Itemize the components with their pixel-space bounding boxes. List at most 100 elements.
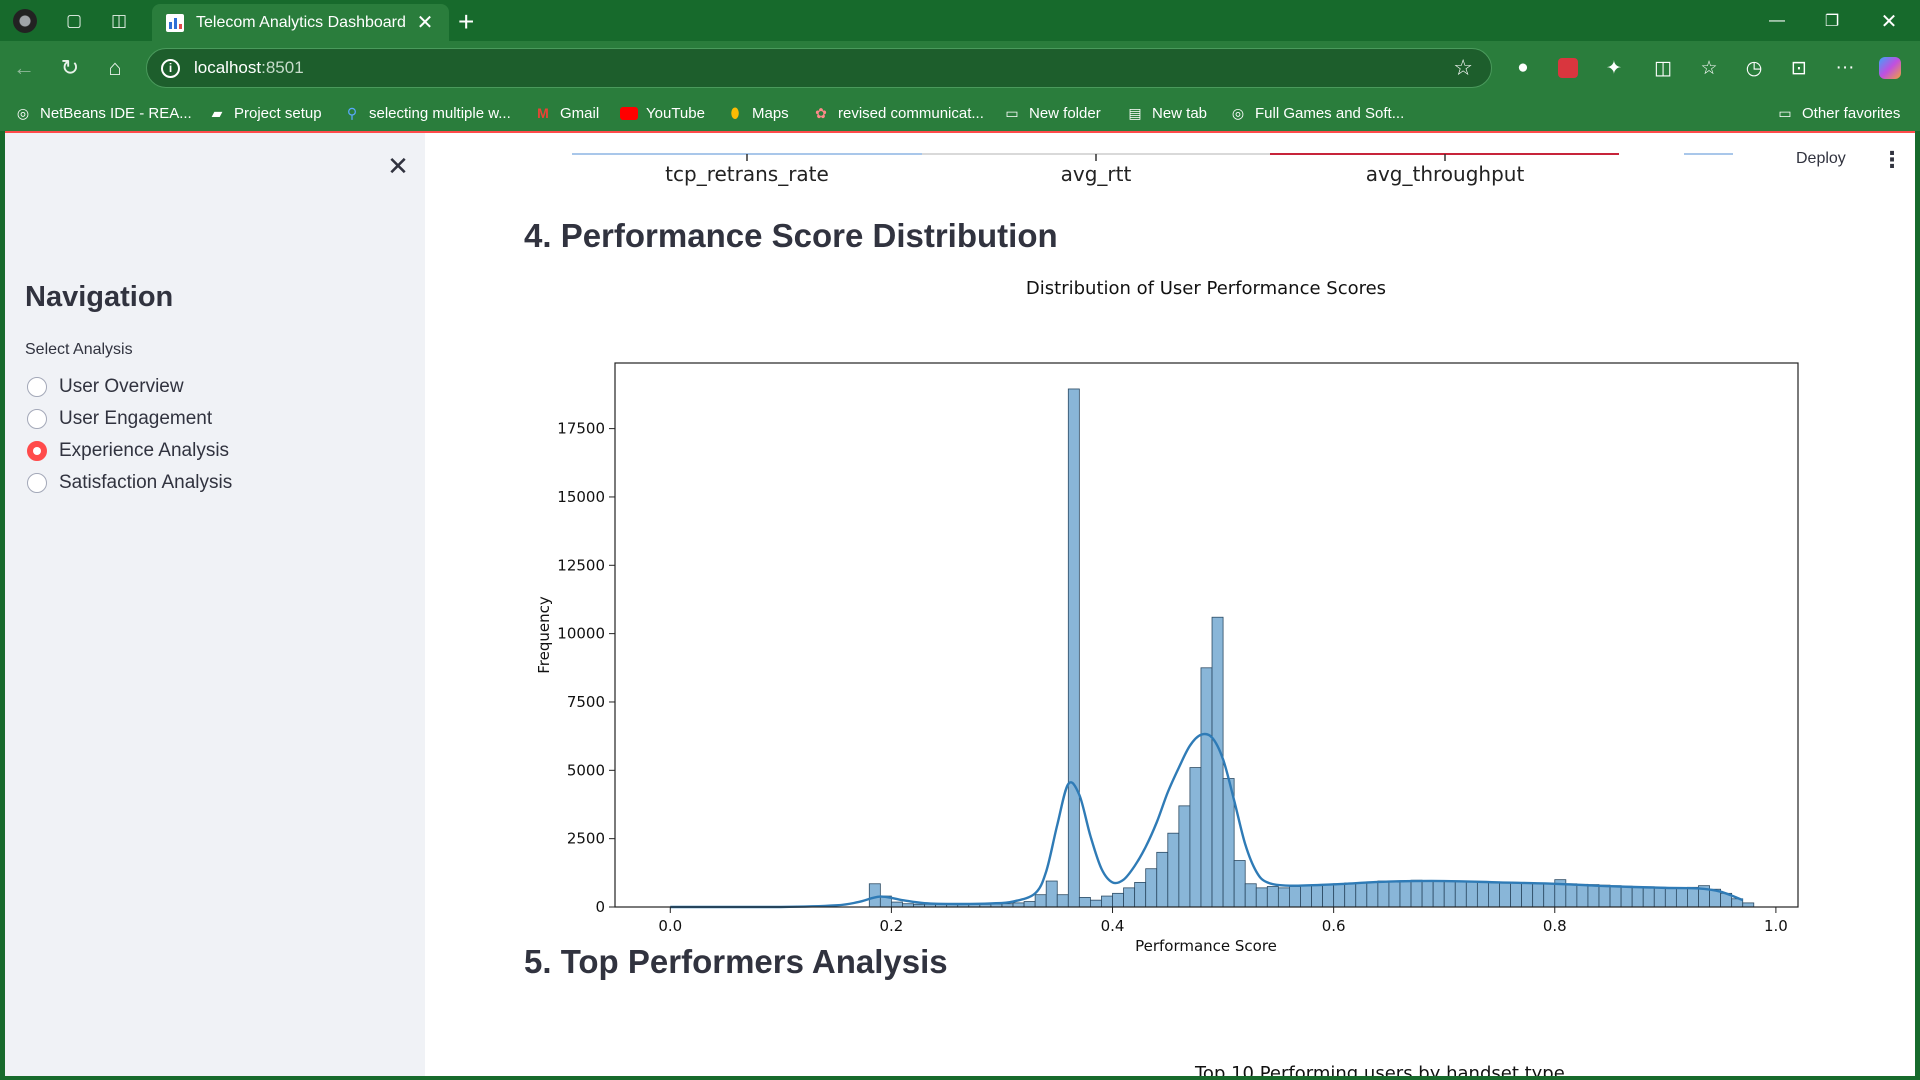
histogram-bar (1277, 887, 1290, 908)
histogram-bar (1388, 881, 1401, 908)
favorite-star-icon[interactable]: ☆ (1453, 55, 1473, 80)
radio-circle-selected[interactable] (27, 441, 47, 461)
bookmark-label: selecting multiple w... (369, 104, 511, 122)
home-icon[interactable]: ⌂ (108, 55, 122, 80)
bookmark-new-tab[interactable]: ▤ New tab (1126, 101, 1207, 125)
bookmark-netbeans[interactable]: ◎ NetBeans IDE - REA... (14, 101, 192, 125)
workspaces-icon[interactable]: ▢ (65, 11, 83, 30)
next-chart-title: Top 10 Performing users by handset type (1194, 1063, 1565, 1076)
prev-label-tcp-retrans-rate: tcp_retrans_rate (665, 162, 829, 186)
refresh-icon[interactable]: ↻ (60, 55, 80, 80)
y-axis-label: Frequency (535, 596, 553, 674)
content-canvas: tcp_retrans_rate avg_rtt avg_throughput … (524, 153, 1799, 1076)
bookmark-revised-communication[interactable]: ✿ revised communicat... (812, 101, 984, 125)
x-tick-label: 0.0 (658, 917, 682, 935)
y-axis-ticks: 0 2500 5000 7500 10000 12500 15000 17500 (557, 420, 615, 916)
histogram-bar (1289, 886, 1301, 908)
copilot-icon[interactable] (1876, 54, 1904, 82)
restore-icon[interactable]: ❐ (1824, 13, 1840, 30)
previous-chart-remnant: tcp_retrans_rate avg_rtt avg_throughput (572, 153, 1733, 186)
bookmark-project-setup[interactable]: ▰ Project setup (208, 101, 322, 125)
red-extension-icon[interactable] (1554, 54, 1582, 82)
window-bottom-edge (0, 1076, 1920, 1080)
newtab-icon: ▤ (1128, 104, 1142, 121)
favorites-icon[interactable]: ☆ (1700, 57, 1718, 79)
x-axis-ticks: 0.0 0.2 0.4 0.6 0.8 1.0 (658, 907, 1788, 935)
radio-circle[interactable] (27, 377, 47, 397)
address-bar[interactable]: i localhost:8501 ☆ (146, 48, 1492, 88)
close-window-icon[interactable]: ✕ (1880, 10, 1898, 33)
deploy-button[interactable]: Deploy (1796, 150, 1846, 167)
histogram-bar (1443, 880, 1456, 908)
histogram-bar (1090, 899, 1102, 908)
y-tick-label: 5000 (567, 761, 605, 779)
x-tick-label: 0.2 (879, 917, 903, 935)
y-tick-label: 17500 (557, 420, 605, 438)
screenshot-icon[interactable]: ⊡ (1791, 57, 1807, 79)
maps-icon: ⬮ (730, 104, 740, 121)
bookmark-full-games[interactable]: ◎ Full Games and Soft... (1229, 101, 1404, 125)
close-tab-icon[interactable]: ✕ (416, 12, 434, 34)
radio-user-overview[interactable]: User Overview (27, 374, 184, 400)
extensions-icon[interactable]: ✦ (1606, 57, 1622, 79)
minimize-icon[interactable]: — (1769, 12, 1785, 29)
histogram-bar (868, 883, 881, 908)
vertical-tabs-icon[interactable]: ◫ (110, 11, 128, 30)
histogram-bar (1609, 885, 1622, 908)
radio-circle[interactable] (27, 473, 47, 493)
gmail-icon: M (537, 105, 549, 121)
sidebar: ✕ Navigation Select Analysis User Overvi… (5, 133, 425, 1076)
bookmark-other-favorites[interactable]: ▭ Other favorites (1776, 101, 1900, 125)
histogram-bar (1598, 884, 1611, 908)
histogram-bar (1012, 902, 1025, 908)
histogram-bar (1366, 881, 1379, 908)
histogram-bar (1653, 886, 1666, 908)
bookmark-youtube[interactable]: YouTube (620, 101, 705, 125)
back-icon[interactable]: ← (13, 55, 35, 80)
radio-label: Satisfaction Analysis (59, 472, 233, 493)
histogram-bar (1631, 886, 1644, 908)
histogram-bar (1510, 882, 1522, 908)
site-info-icon[interactable]: i (161, 58, 180, 78)
histogram-bar (1687, 886, 1699, 908)
histogram-bar (1145, 868, 1158, 908)
folder-icon: ▭ (1778, 104, 1792, 121)
dots-icon: ✿ (815, 104, 827, 121)
histogram-bar (1532, 882, 1545, 908)
url-host: localhost (194, 58, 262, 77)
main-menu-icon[interactable]: ⋮ (1881, 147, 1903, 172)
bookmark-new-folder[interactable]: ▭ New folder (1003, 101, 1100, 125)
histogram-bar (1211, 616, 1224, 908)
bookmark-gmail[interactable]: M Gmail (534, 101, 599, 125)
app-viewport: ✕ Navigation Select Analysis User Overvi… (5, 131, 1915, 1076)
radio-circle[interactable] (27, 409, 47, 429)
x-tick-label: 1.0 (1764, 917, 1788, 935)
histogram-bar (1742, 902, 1755, 908)
close-sidebar-icon[interactable]: ✕ (387, 150, 409, 181)
more-menu-icon[interactable]: ··· (1835, 57, 1855, 78)
new-tab-icon[interactable]: + (458, 6, 475, 37)
radio-user-engagement[interactable]: User Engagement (27, 406, 212, 432)
bookmark-selecting-multiple[interactable]: ⚲ selecting multiple w... (343, 101, 511, 125)
histogram-bar (1244, 883, 1257, 908)
radio-label: User Engagement (59, 408, 213, 429)
tab-telecom-dashboard[interactable]: Telecom Analytics Dashboard ✕ (152, 4, 449, 41)
x-tick-label: 0.4 (1101, 917, 1125, 935)
profile-avatar-icon[interactable] (12, 8, 38, 34)
split-screen-icon[interactable]: ◫ (1654, 57, 1672, 79)
radio-satisfaction-analysis[interactable]: Satisfaction Analysis (27, 470, 232, 496)
histogram-bar (1200, 667, 1213, 908)
bookmark-maps[interactable]: ⬮ Maps (726, 101, 789, 125)
histogram-bar (1178, 805, 1191, 908)
histogram-bar (1189, 767, 1202, 908)
title-bar: ▢ ◫ Telecom Analytics Dashboard ✕ + — ❐ … (0, 0, 1920, 41)
histogram-bar (1675, 887, 1688, 908)
histogram-bar (891, 901, 903, 908)
histogram-bar (1410, 879, 1423, 908)
radio-experience-analysis[interactable]: Experience Analysis (27, 438, 229, 464)
history-icon[interactable]: ◷ (1745, 57, 1763, 79)
bookmark-label: Maps (752, 104, 789, 122)
browser-essentials-icon[interactable]: ● (1517, 57, 1529, 78)
bookmark-label: Full Games and Soft... (1255, 104, 1405, 122)
histogram-bar (1355, 881, 1368, 908)
